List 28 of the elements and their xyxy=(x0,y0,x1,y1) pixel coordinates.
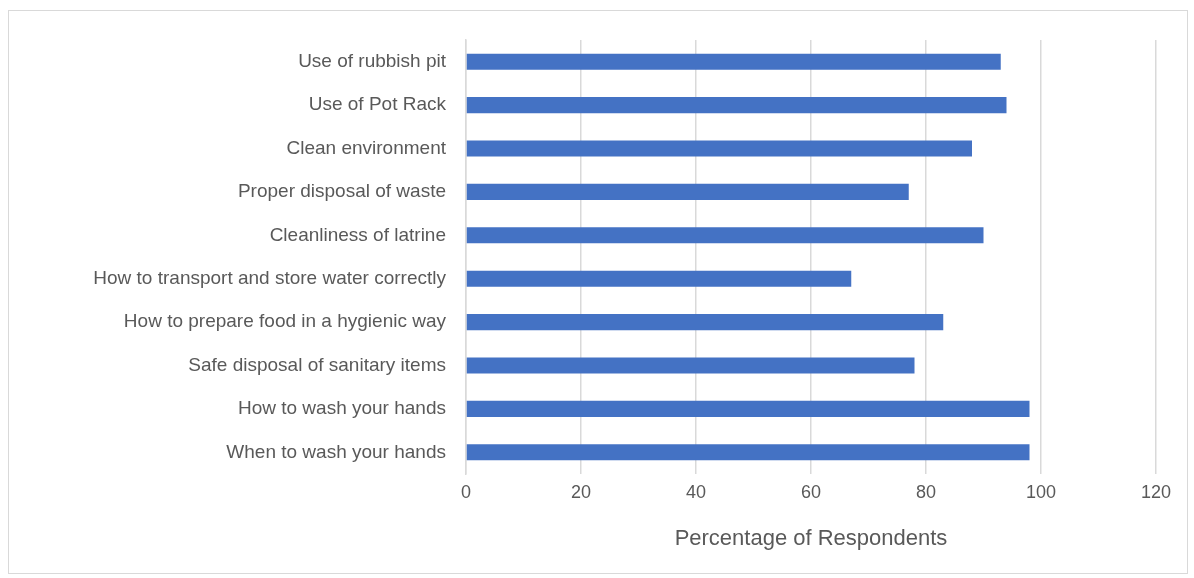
bar xyxy=(466,227,984,244)
bar xyxy=(466,357,915,374)
y-tick-label: When to wash your hands xyxy=(226,440,446,462)
x-tick-label: 100 xyxy=(1025,481,1057,502)
bar xyxy=(466,140,972,157)
x-tick-label: 60 xyxy=(800,481,822,502)
bar xyxy=(466,97,1007,114)
y-tick-label: Safe disposal of sanitary items xyxy=(188,353,446,375)
x-tick-label: 20 xyxy=(570,481,592,502)
x-axis-title: Percentage of Respondents xyxy=(674,524,948,550)
y-tick-label: How to wash your hands xyxy=(237,397,446,419)
bar xyxy=(466,314,944,331)
y-tick-label: Clean environment xyxy=(286,136,447,158)
y-tick-label: How to prepare food in a hygienic way xyxy=(123,310,447,332)
x-tick-label: 0 xyxy=(460,481,472,502)
y-tick-label: Use of rubbish pit xyxy=(298,49,447,71)
x-tick-label: 120 xyxy=(1140,481,1172,502)
y-tick-label: How to transport and store water correctly xyxy=(93,266,447,288)
bar xyxy=(466,270,852,287)
y-tick-label: Cleanliness of latrine xyxy=(269,223,446,245)
bar xyxy=(466,444,1030,461)
x-tick-label: 80 xyxy=(915,481,937,502)
x-tick-label: 40 xyxy=(685,481,707,502)
y-tick-label: Proper disposal of waste xyxy=(237,180,446,202)
bar xyxy=(466,400,1030,417)
bar xyxy=(466,53,1001,70)
bar xyxy=(466,183,909,200)
y-tick-label: Use of Pot Rack xyxy=(308,93,447,115)
